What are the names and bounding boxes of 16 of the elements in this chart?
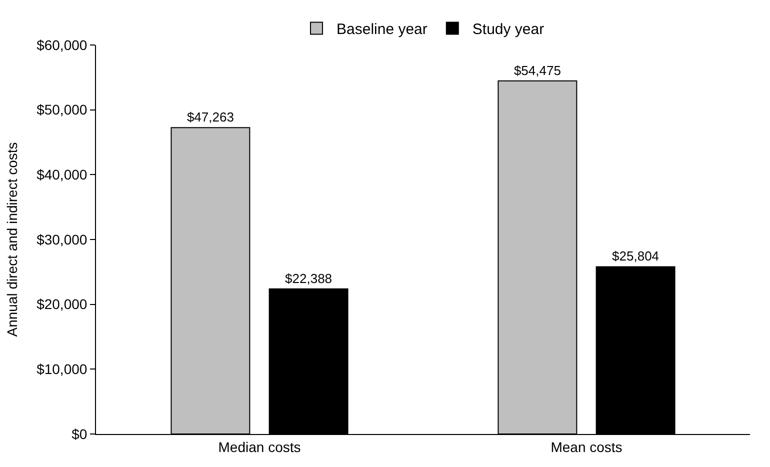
data-label: $47,263 — [186, 110, 234, 125]
y-tick-label: $40,000 — [36, 166, 88, 183]
data-label: $25,804 — [612, 248, 660, 264]
legend-label: Baseline year — [336, 21, 428, 38]
x-tick-label: Mean costs — [550, 438, 622, 455]
y-tick-label: $60,000 — [36, 36, 88, 53]
y-tick-label: $50,000 — [36, 102, 88, 118]
x-tick-label: Median costs — [218, 438, 301, 455]
y-tick-label: $10,000 — [36, 361, 88, 378]
y-tick-label: $30,000 — [36, 231, 88, 248]
y-axis-title: Annual direct and indirect costs — [4, 142, 20, 337]
data-label: $22,388 — [285, 270, 332, 286]
legend-label: Study year — [472, 21, 544, 38]
y-tick-label: $20,000 — [36, 296, 88, 312]
y-tick-label: $0 — [72, 426, 88, 442]
data-label: $54,475 — [514, 62, 561, 78]
